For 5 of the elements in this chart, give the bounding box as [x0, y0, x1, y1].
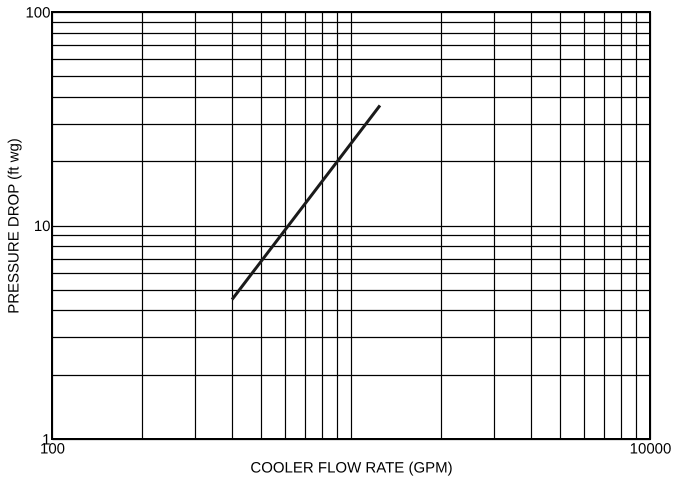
x-tick-label: 10000	[630, 440, 672, 458]
y-tick-label: 100	[25, 4, 50, 22]
y-tick-label: 10	[34, 218, 50, 235]
x-axis-title: COOLER FLOW RATE (GPM)	[250, 460, 453, 476]
y-axis-title: PRESSURE DROP (ft wg)	[5, 138, 22, 314]
